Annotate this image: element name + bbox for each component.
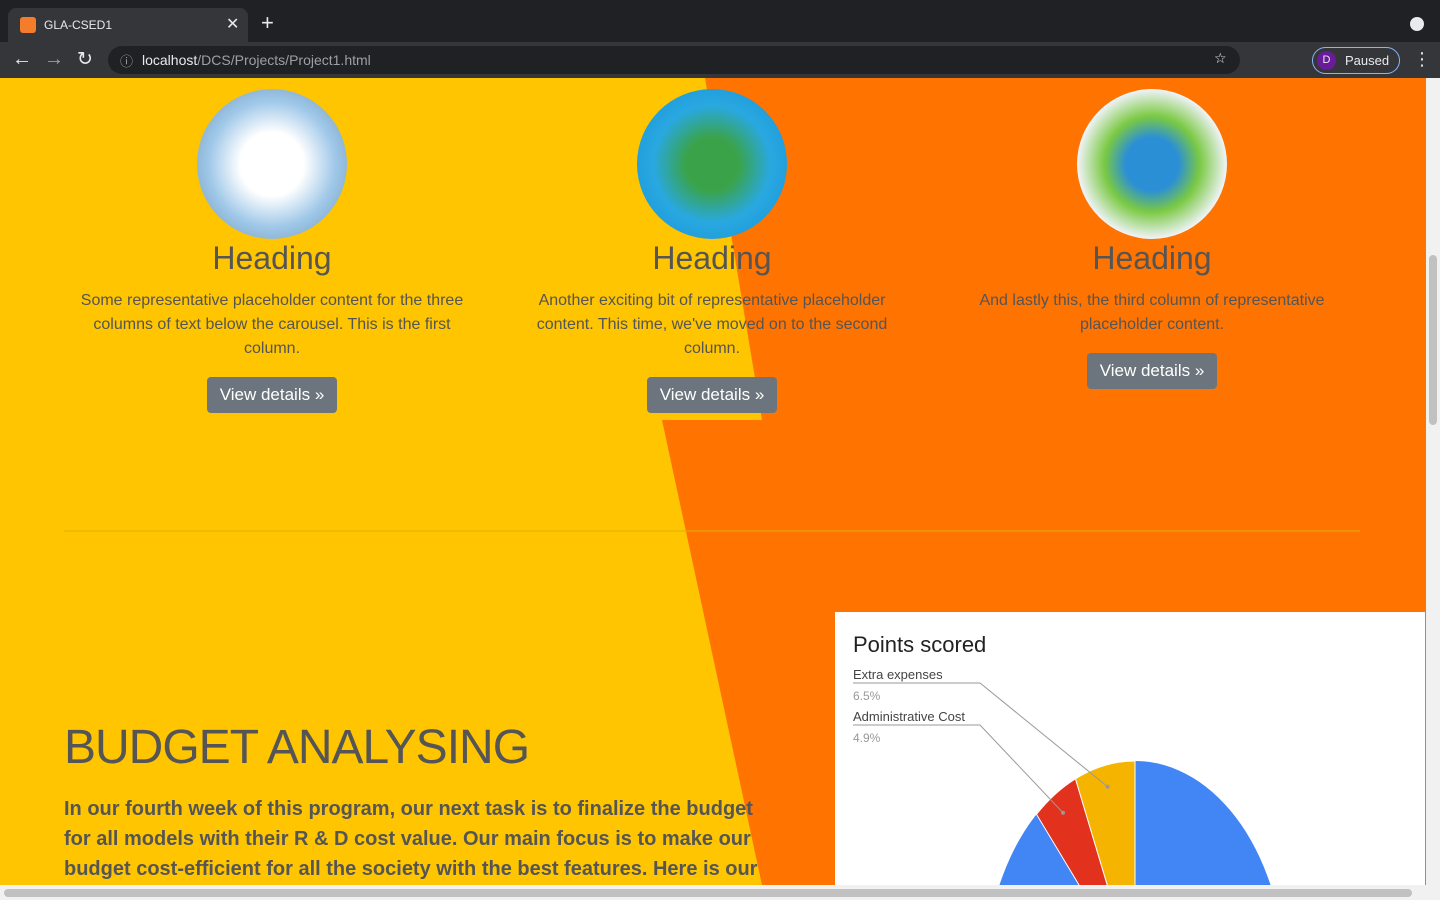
url-host: localhost — [142, 52, 198, 68]
slice-value: 6.5% — [853, 689, 881, 703]
address-bar[interactable]: ⓘ localhost/DCS/Projects/Project1.html ☆ — [108, 46, 1240, 74]
slice-label: Administrative Cost — [853, 709, 965, 724]
column-text: Some representative placeholder content … — [80, 292, 464, 357]
view-details-button[interactable]: View details » — [206, 377, 338, 413]
column: Heading Another exciting bit of represen… — [492, 89, 932, 413]
back[interactable]: ← — [12, 48, 32, 70]
close-tab[interactable]: ✕ — [226, 16, 240, 33]
reload[interactable]: ↻ — [77, 49, 93, 70]
page-content: Heading Some representative placeholder … — [0, 78, 1426, 885]
favicon — [20, 17, 36, 33]
tab[interactable]: GLA-CSED1 ✕ — [8, 8, 248, 42]
tab-bar: GLA-CSED1 ✕ + — [0, 0, 1440, 42]
pie-slice — [1035, 778, 1108, 885]
column-heading: Heading — [652, 240, 772, 276]
column: Heading Some representative placeholder … — [52, 89, 492, 413]
column-text: And lastly this, the third column of rep… — [979, 292, 1325, 333]
scroll-thumb[interactable] — [4, 889, 1412, 897]
slice-value: 4.9% — [853, 731, 881, 745]
menu[interactable]: ⋮ — [1413, 49, 1431, 69]
bookmark[interactable]: ☆ — [1214, 50, 1227, 66]
slice-label: Extra expenses — [853, 667, 943, 682]
tab-title: GLA-CSED1 — [44, 18, 113, 32]
pie-chart: Points scored Extra expenses 6.5% Administ… — [835, 612, 1425, 885]
profile-status: Paused — [1345, 53, 1390, 68]
tab-search[interactable] — [1410, 17, 1424, 31]
url-path: /DCS/Projects/Project1.html — [197, 52, 371, 68]
profile-initial: D — [1317, 51, 1336, 70]
site-info[interactable]: ⓘ — [120, 54, 134, 69]
leader-line — [853, 724, 1064, 814]
budget-title: BUDGET ANALYSING — [64, 721, 530, 774]
view-details-button[interactable]: View details » — [1086, 353, 1218, 389]
view-details-button[interactable]: View details » — [646, 377, 778, 413]
horizontal-scrollbar[interactable] — [0, 885, 1440, 900]
chart-title: Points scored — [853, 632, 986, 657]
leader-dot — [1061, 810, 1066, 815]
vertical-scrollbar[interactable] — [1426, 78, 1440, 885]
scroll-thumb[interactable] — [1429, 255, 1437, 425]
leader-dot — [1105, 784, 1110, 789]
column-image — [197, 89, 347, 239]
column-text: Another exciting bit of representative p… — [536, 292, 888, 357]
leader-line — [853, 682, 1108, 788]
budget-paragraph: In our fourth week of this program, our … — [64, 798, 758, 880]
column: Heading And lastly this, the third colum… — [932, 89, 1372, 389]
forward[interactable]: → — [44, 48, 64, 70]
column-heading: Heading — [1092, 240, 1212, 276]
column-image — [1077, 89, 1227, 239]
column-image — [637, 89, 787, 239]
new-tab[interactable]: + — [261, 10, 274, 35]
column-heading: Heading — [212, 240, 332, 276]
profile[interactable]: D Paused — [1312, 47, 1400, 74]
